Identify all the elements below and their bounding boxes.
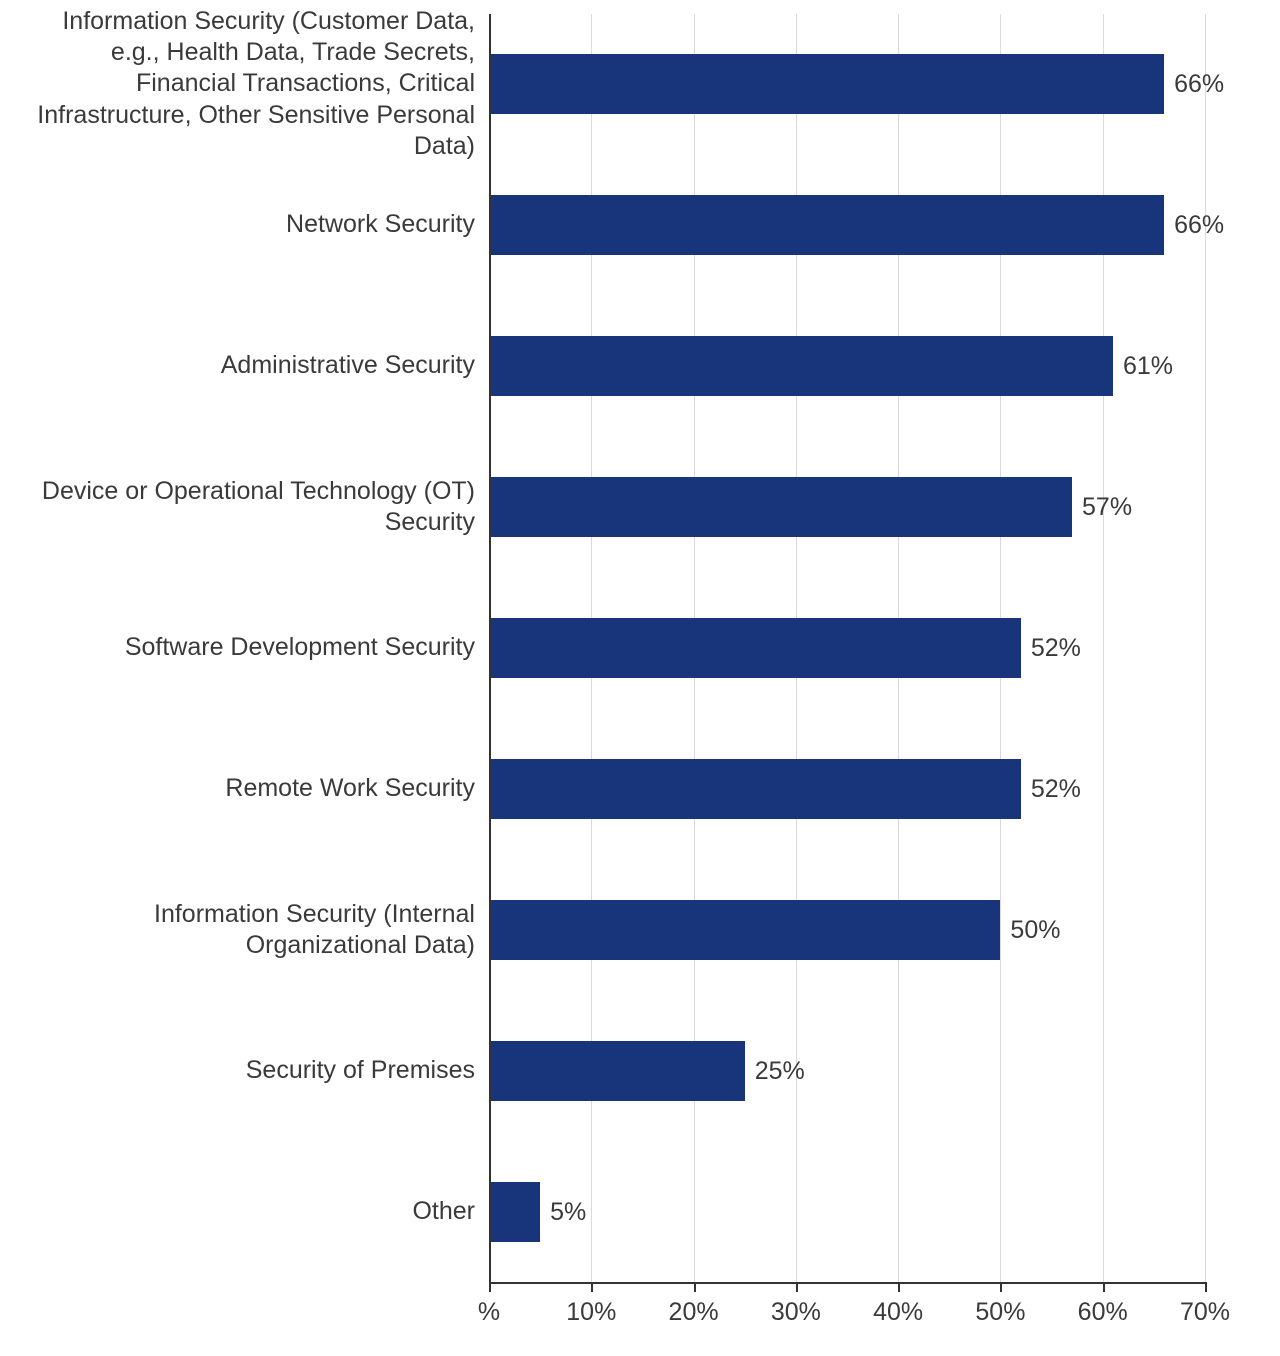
x-tick-label: 70% [1180, 1298, 1230, 1327]
x-tick [489, 1284, 491, 1292]
value-label: 52% [1031, 772, 1081, 807]
category-label: Device or Operational Technology (OT) Se… [10, 471, 475, 544]
x-axis [489, 1282, 1207, 1284]
value-label: 50% [1010, 913, 1060, 948]
x-tick-label: 10% [566, 1298, 616, 1327]
value-label: 52% [1031, 631, 1081, 666]
x-tick [694, 1284, 696, 1292]
category-label: Remote Work Security [10, 759, 475, 819]
bar [489, 1041, 745, 1101]
plot-area [489, 14, 1205, 1282]
bar [489, 54, 1164, 114]
x-tick [898, 1284, 900, 1292]
category-label: Information Security (Internal Organizat… [10, 894, 475, 967]
value-label: 61% [1123, 349, 1173, 384]
x-tick [1000, 1284, 1002, 1292]
gridline [1205, 14, 1206, 1282]
category-label: Other [10, 1182, 475, 1242]
y-axis [489, 14, 491, 1282]
bar [489, 336, 1113, 396]
x-tick [1103, 1284, 1105, 1292]
category-label: Administrative Security [10, 336, 475, 396]
value-label: 66% [1174, 67, 1224, 102]
bar [489, 900, 1000, 960]
x-tick-label: 20% [669, 1298, 719, 1327]
category-label: Security of Premises [10, 1041, 475, 1101]
bar [489, 195, 1164, 255]
x-tick-label: 50% [975, 1298, 1025, 1327]
x-tick [1205, 1284, 1207, 1292]
x-tick-label: 60% [1078, 1298, 1128, 1327]
x-tick [591, 1284, 593, 1292]
bar [489, 1182, 540, 1242]
category-label: Software Development Security [10, 618, 475, 678]
bar [489, 618, 1021, 678]
bar [489, 477, 1072, 537]
x-tick-label: 30% [771, 1298, 821, 1327]
category-label: Information Security (Customer Data, e.g… [10, 15, 475, 153]
value-label: 57% [1082, 490, 1132, 525]
x-tick [796, 1284, 798, 1292]
category-label: Network Security [10, 195, 475, 255]
bar-chart: Information Security (Customer Data, e.g… [0, 0, 1280, 1356]
value-label: 25% [755, 1054, 805, 1089]
x-tick-label: 40% [873, 1298, 923, 1327]
value-label: 66% [1174, 208, 1224, 243]
bar [489, 759, 1021, 819]
value-label: 5% [550, 1195, 586, 1230]
x-tick-label: % [478, 1298, 500, 1327]
